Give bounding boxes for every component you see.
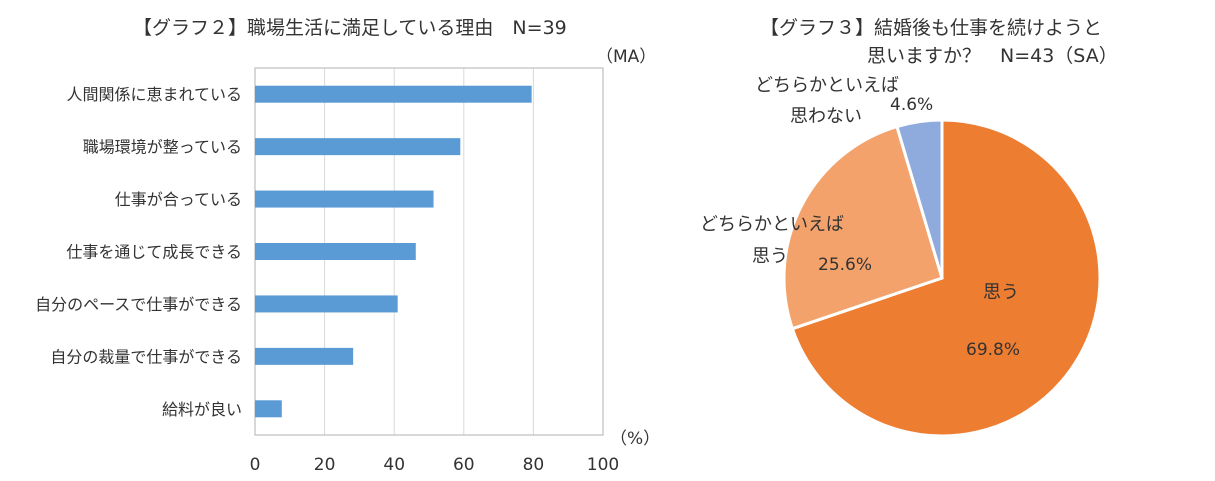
bar-x-tick-label: 60 — [453, 455, 475, 475]
bar-x-tick-label: 80 — [523, 455, 545, 475]
bar — [255, 190, 434, 208]
bar-category-label: 仕事が合っている — [115, 190, 242, 209]
bar-chart-x-tick-labels: 0 20 40 60 80 100 — [250, 455, 620, 475]
pie-slice — [790, 118, 1102, 438]
pie-slice-label-omou-somewhat-line2: 思う — [752, 246, 788, 267]
bar-category-label: 人間関係に恵まれている — [66, 85, 242, 104]
bar-chart-category-labels: 人間関係に恵まれている職場環境が整っている仕事が合っている仕事を通じて成長できる… — [35, 85, 242, 419]
bar-category-label: 自分の裁量で仕事ができる — [50, 347, 242, 366]
pie-slice-label-omou: 思う — [983, 282, 1019, 303]
pie-slice-label-omowanai-line2: 思わない — [790, 106, 862, 127]
pie-slice-value-omowanai: 4.6% — [890, 95, 933, 115]
bar-category-label: 自分のペースで仕事ができる — [35, 295, 242, 314]
pie-slice — [782, 124, 944, 331]
bar-chart-unit-label: （%） — [610, 429, 660, 449]
bar-x-tick-label: 20 — [314, 455, 336, 475]
pie-slice-value-omou-somewhat: 25.6% — [818, 255, 872, 275]
pie-chart-slices — [782, 118, 1102, 438]
bar-chart-title: 【グラフ２】職場生活に満足している理由 N=39 — [133, 17, 567, 39]
pie-slice-label-omou-somewhat-line1: どちらかといえば — [700, 214, 844, 235]
bar — [255, 295, 398, 313]
bar — [255, 400, 282, 418]
pie-slice-value-omou: 69.8% — [966, 340, 1020, 360]
bar — [255, 347, 354, 365]
bar — [255, 243, 416, 260]
bar-category-label: 仕事を通じて成長できる — [66, 243, 242, 262]
bar-x-tick-label: 100 — [587, 455, 619, 475]
pie-slice-label-omowanai-line1: どちらかといえば — [755, 75, 899, 96]
bar — [255, 138, 461, 156]
pie-chart-title-line1: 【グラフ３】結婚後も仕事を続けようと — [760, 17, 1102, 39]
bar — [255, 85, 532, 103]
pie-chart-title-line2: 思いますか？ N=43（SA） — [867, 45, 1118, 67]
bar-chart-note: （MA） — [596, 47, 656, 67]
bar-x-tick-label: 40 — [383, 455, 405, 475]
bar-category-label: 職場環境が整っている — [83, 138, 242, 157]
bar-chart-bars — [255, 85, 532, 418]
bar-category-label: 給料が良い — [162, 400, 242, 419]
bar-x-tick-label: 0 — [250, 455, 261, 475]
pie-slice — [895, 118, 944, 279]
